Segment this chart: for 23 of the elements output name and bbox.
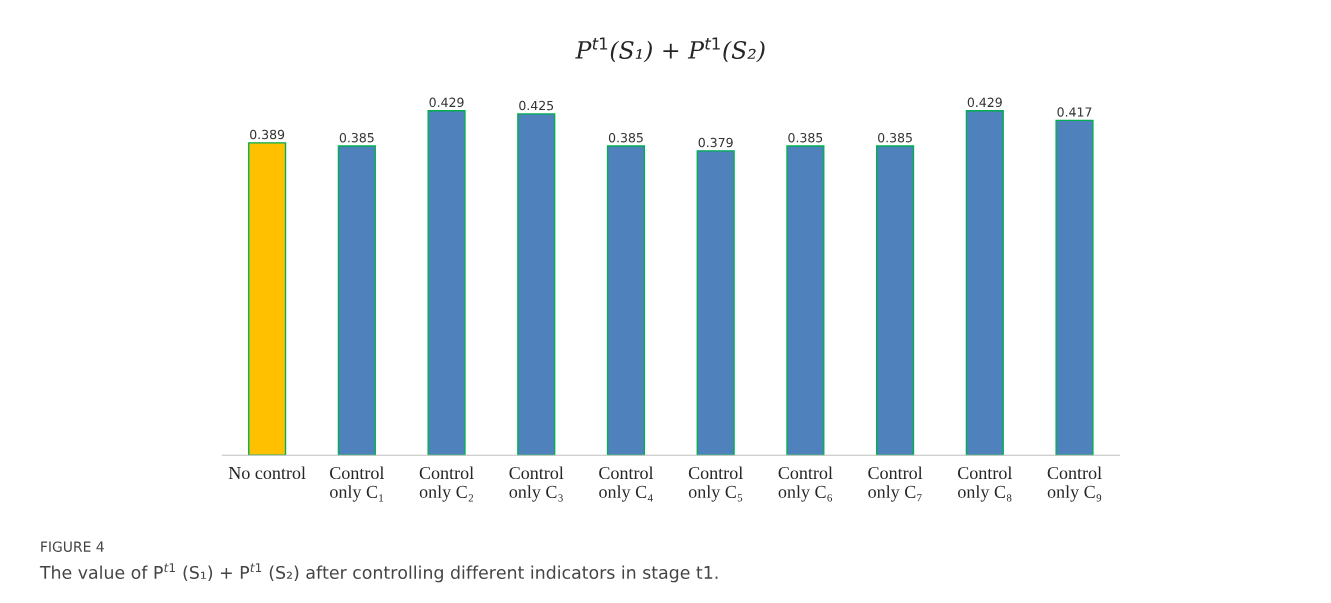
data-label: 0.385 xyxy=(608,132,643,143)
x-tick-label: Control only C₅ xyxy=(688,466,743,502)
data-label: 0.385 xyxy=(878,132,912,143)
data-label: 0.417 xyxy=(1057,107,1092,117)
chart-title: P$^{t1}$(S₁) + P$^{t1}$(S₂) xyxy=(575,37,765,63)
x-tick-label: Control only C₉ xyxy=(1047,466,1102,502)
data-label: 0.429 xyxy=(429,97,464,108)
x-tick-label: Control only C₆ xyxy=(778,466,833,502)
data-label: 0.425 xyxy=(519,100,554,111)
x-tick-label: Control only C₄ xyxy=(599,466,654,502)
caption: FIGURE 4 xyxy=(41,541,104,552)
x-tick-label: Control only C₃ xyxy=(509,466,564,502)
x-tick-label: Control only C₇ xyxy=(868,466,923,502)
data-label: 0.379 xyxy=(698,137,733,148)
x-tick-label: Control only C₈ xyxy=(957,466,1013,502)
data-label: 0.429 xyxy=(967,97,1002,108)
data-label: 0.385 xyxy=(339,132,374,143)
x-tick-label: No control xyxy=(228,466,306,480)
x-tick-label: Control only C₁ xyxy=(330,466,385,502)
data-label: 0.389 xyxy=(250,129,285,140)
data-label: 0.385 xyxy=(788,132,823,143)
x-tick-label: Control only C₂ xyxy=(419,466,474,502)
text: The value of P$^{t1}$ (S₁) + P$^{t1}$ (S₂) after controlling different indicators in stage t1. xyxy=(39,563,718,583)
